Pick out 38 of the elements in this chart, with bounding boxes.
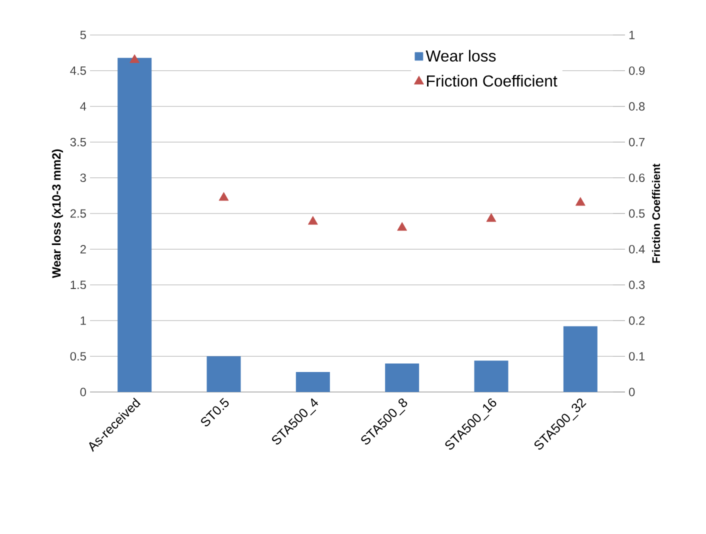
y-tick-label: 5 bbox=[80, 30, 86, 40]
bar bbox=[474, 360, 508, 392]
y2-tick-label: 0.4 bbox=[628, 244, 645, 254]
bar bbox=[206, 356, 241, 392]
point bbox=[130, 54, 140, 63]
y-tick-label: 0.5 bbox=[70, 352, 86, 361]
y-tick-label: 1.5 bbox=[70, 280, 86, 290]
y2-tick-label: 0.8 bbox=[628, 102, 645, 111]
y-tick-label: 4.5 bbox=[70, 66, 86, 75]
bar bbox=[118, 58, 152, 392]
y2-tick-label: 1 bbox=[629, 30, 635, 40]
y2-axis-title: Friction Coefficient bbox=[652, 164, 660, 263]
y2-tick-label: 0.9 bbox=[628, 66, 645, 75]
y-tick-label: 2.5 bbox=[70, 209, 86, 218]
legend-label: Wear loss bbox=[426, 50, 496, 62]
y-tick-label: 3 bbox=[80, 174, 86, 182]
point bbox=[397, 222, 408, 231]
y2-tick-label: 0.5 bbox=[628, 209, 645, 218]
y2-tick-label: 0.2 bbox=[628, 316, 645, 325]
legend-label: Friction Coefficient bbox=[427, 74, 558, 87]
y-tick-label: 2 bbox=[80, 245, 86, 254]
point bbox=[486, 213, 496, 222]
y2-tick-label: 0.3 bbox=[628, 280, 645, 290]
y2-tick-label: 0.6 bbox=[628, 174, 645, 182]
bar bbox=[385, 363, 420, 392]
bar bbox=[296, 372, 330, 392]
y2-tick-label: 0 bbox=[628, 388, 635, 396]
point bbox=[218, 192, 229, 201]
y-axis-title: Wear loss (x10-3 mm2) bbox=[52, 149, 64, 278]
y2-tick-label: 0.7 bbox=[628, 138, 645, 146]
y-tick-label: 0 bbox=[80, 388, 86, 396]
point bbox=[308, 216, 318, 225]
y-tick-label: 4 bbox=[80, 102, 86, 111]
y-tick-label: 3.5 bbox=[70, 138, 86, 146]
y2-tick-label: 0.1 bbox=[628, 352, 645, 361]
point bbox=[575, 197, 586, 206]
bar bbox=[563, 326, 598, 392]
y-tick-label: 1 bbox=[80, 316, 86, 325]
